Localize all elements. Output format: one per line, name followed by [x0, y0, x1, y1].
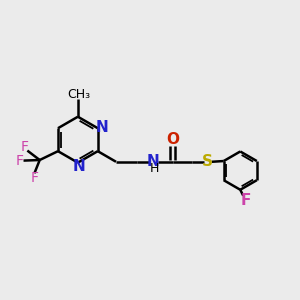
Text: O: O — [166, 132, 179, 147]
Text: S: S — [202, 154, 213, 169]
Text: F: F — [16, 154, 24, 168]
Text: F: F — [21, 140, 29, 154]
Text: N: N — [95, 119, 108, 134]
Text: N: N — [73, 159, 86, 174]
Text: N: N — [147, 154, 160, 169]
Text: CH₃: CH₃ — [67, 88, 90, 101]
Text: F: F — [30, 171, 38, 185]
Text: H: H — [150, 162, 159, 175]
Text: F: F — [240, 193, 251, 208]
